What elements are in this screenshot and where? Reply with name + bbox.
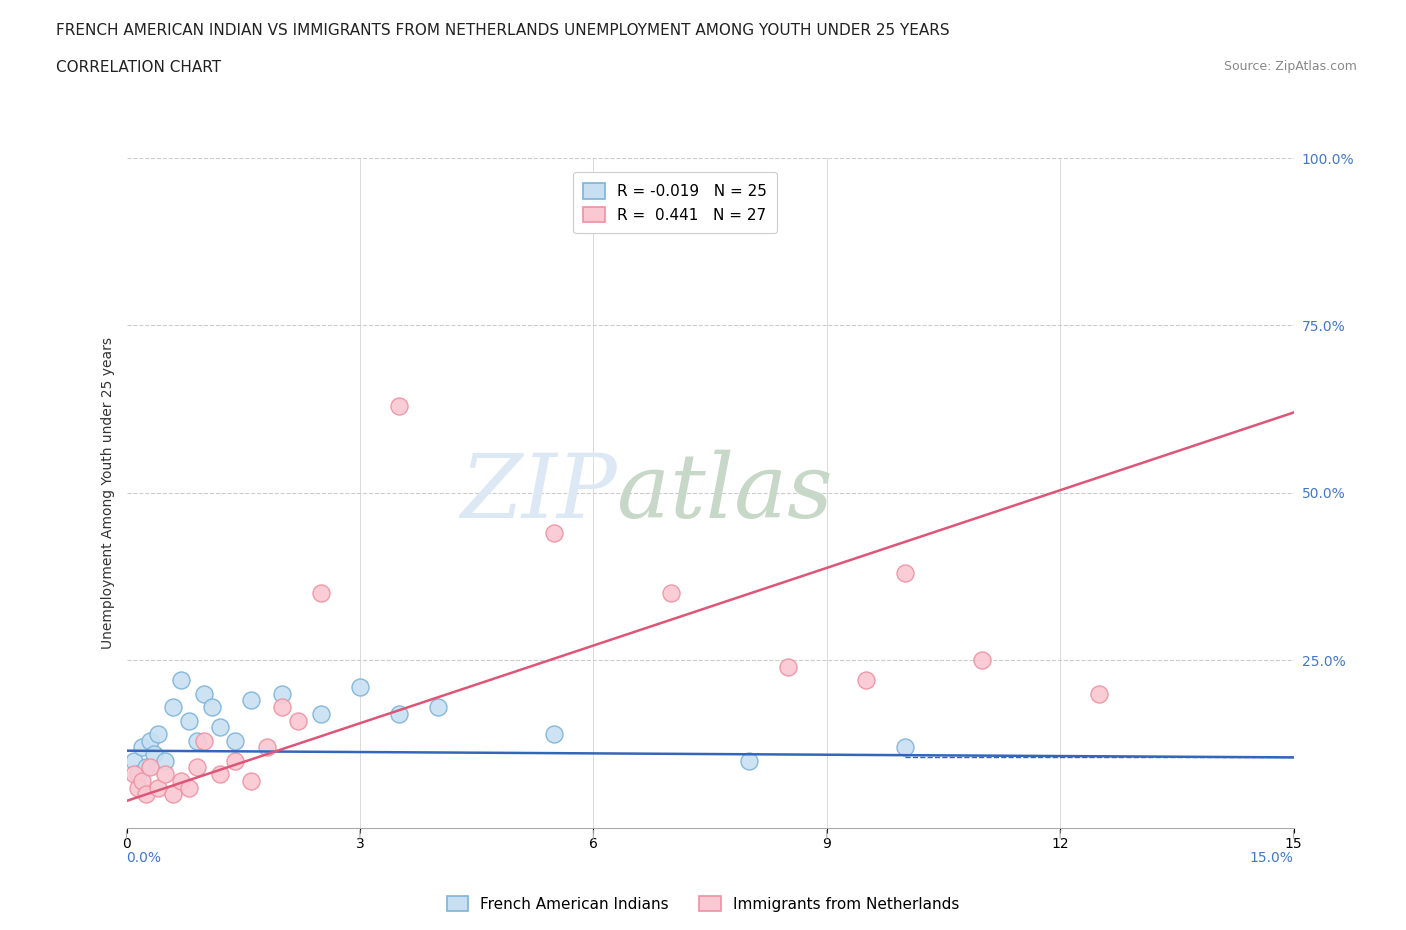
Point [177,780,200,795]
Point [193,686,215,701]
Point [972,653,994,668]
Point [426,699,449,714]
Text: 15.0%: 15.0% [1250,851,1294,865]
Point [155,753,177,768]
Point [224,753,246,768]
Point [170,673,193,688]
Point [135,787,157,802]
Point [127,766,149,781]
Point [240,774,263,789]
Legend: French American Indians, Immigrants from Netherlands: French American Indians, Immigrants from… [440,889,966,918]
Text: 0.0%: 0.0% [127,851,162,865]
Point [1088,686,1111,701]
Text: atlas: atlas [617,449,832,537]
Point [309,707,332,722]
Point [131,740,153,755]
Point [124,766,146,781]
Point [127,780,149,795]
Point [543,525,565,540]
Point [155,766,177,781]
Point [855,673,877,688]
Point [256,740,278,755]
Point [893,565,915,580]
Point [131,774,153,789]
Point [186,733,208,748]
Point [186,760,208,775]
Point [146,726,169,741]
Point [271,699,294,714]
Point [208,766,231,781]
Y-axis label: Unemployment Among Youth under 25 years: Unemployment Among Youth under 25 years [101,337,115,649]
Point [738,753,761,768]
Point [240,693,263,708]
Legend: R = -0.019   N = 25, R =  0.441   N = 27: R = -0.019 N = 25, R = 0.441 N = 27 [572,172,778,233]
Point [224,733,246,748]
Point [142,747,165,762]
Point [139,733,162,748]
Point [162,699,184,714]
Point [193,733,215,748]
Text: CORRELATION CHART: CORRELATION CHART [56,60,221,75]
Point [388,398,411,413]
Point [139,760,162,775]
Point [287,713,309,728]
Point [135,760,157,775]
Text: FRENCH AMERICAN INDIAN VS IMMIGRANTS FROM NETHERLANDS UNEMPLOYMENT AMONG YOUTH U: FRENCH AMERICAN INDIAN VS IMMIGRANTS FRO… [56,23,950,38]
Point [776,659,799,674]
Point [146,780,169,795]
Point [893,740,915,755]
Text: ZIP: ZIP [460,449,617,537]
Point [543,726,565,741]
Point [349,680,371,695]
Point [659,586,682,601]
Point [162,787,184,802]
Point [309,586,332,601]
Point [124,753,146,768]
Point [208,720,231,735]
Point [177,713,200,728]
Text: Source: ZipAtlas.com: Source: ZipAtlas.com [1223,60,1357,73]
Point [271,686,294,701]
Point [170,774,193,789]
Point [201,699,224,714]
Point [388,707,411,722]
